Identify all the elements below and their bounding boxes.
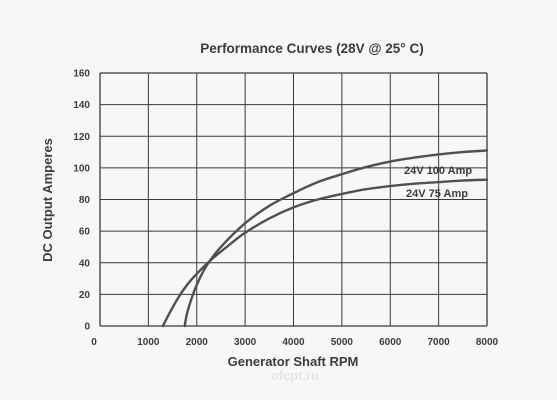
y-tick-label: 0 — [84, 322, 90, 333]
y-tick-label: 80 — [79, 195, 91, 206]
x-tick-label: 6000 — [379, 337, 402, 348]
x-tick-label: 5000 — [331, 337, 354, 348]
x-tick-label: 8000 — [476, 337, 499, 348]
x-tick-label: 0 — [91, 337, 97, 348]
series-lines — [161, 149, 489, 328]
x-tick-label: 4000 — [282, 337, 305, 348]
series-line-0 — [183, 149, 489, 328]
series-label-24v-75-amp: 24V 75 Amp — [406, 188, 468, 200]
y-tick-label: 60 — [79, 227, 91, 238]
watermark: ofcpt.ru — [271, 368, 319, 383]
y-axis-label: DC Output Amperes — [40, 138, 55, 262]
y-tick-label: 40 — [79, 258, 91, 269]
grid — [99, 72, 488, 327]
y-tick-label: 120 — [73, 132, 90, 143]
y-tick-label: 140 — [73, 100, 90, 111]
y-tick-label: 100 — [73, 163, 90, 174]
chart-title: Performance Curves (28V @ 25° C) — [200, 41, 423, 56]
x-tick-label: 3000 — [234, 337, 257, 348]
y-tick-labels: 0 20 40 60 80 100 120 140 160 — [73, 69, 90, 333]
x-tick-label: 2000 — [186, 337, 209, 348]
x-tick-label: 1000 — [137, 337, 160, 348]
series-line-1 — [161, 178, 489, 328]
y-tick-label: 20 — [79, 290, 91, 301]
x-axis-label: Generator Shaft RPM — [228, 354, 359, 369]
y-tick-label: 160 — [73, 69, 90, 80]
x-tick-labels: 0 1000 2000 3000 4000 5000 6000 7000 8000 — [91, 337, 498, 348]
series-label-24v-100-amp: 24V 100 Amp — [404, 165, 472, 177]
x-tick-label: 7000 — [428, 337, 451, 348]
